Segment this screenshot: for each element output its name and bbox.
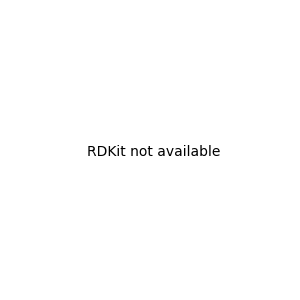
Text: RDKit not available: RDKit not available	[87, 145, 220, 158]
